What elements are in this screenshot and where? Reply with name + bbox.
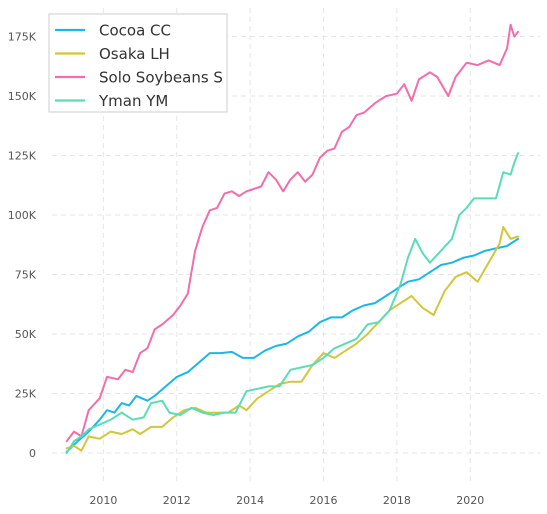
x-tick-label: 2010 [89, 494, 117, 507]
series-line-2 [65, 226, 519, 452]
legend: Cocoa CC Osaka LH Solo Soybeans S Yman YM [48, 13, 228, 113]
x-axis-ticks: 2010 2012 2014 2016 2018 2020 [89, 494, 484, 507]
x-tick-label: 2014 [236, 494, 264, 507]
y-tick-label: 75K [15, 269, 37, 282]
series-line-4 [65, 152, 519, 455]
y-tick-label: 125K [8, 150, 37, 163]
x-tick-label: 2016 [310, 494, 338, 507]
y-tick-label: 50K [15, 328, 37, 341]
series-lines [65, 23, 519, 455]
y-tick-label: 150K [8, 90, 37, 103]
y-tick-label: 25K [15, 388, 37, 401]
legend-label: Osaka LH [99, 45, 170, 63]
y-tick-label: 0 [29, 447, 36, 460]
x-tick-label: 2018 [383, 494, 411, 507]
y-tick-label: 100K [8, 209, 37, 222]
legend-label: Cocoa CC [99, 22, 171, 40]
y-tick-label: 175K [8, 31, 37, 44]
x-tick-label: 2020 [456, 494, 484, 507]
legend-label: Yman YM [98, 92, 168, 110]
series-line-1 [65, 237, 519, 453]
legend-label: Solo Soybeans S [99, 69, 223, 87]
x-tick-label: 2012 [163, 494, 191, 507]
y-axis-ticks: 0 25K 50K 75K 100K 125K 150K 175K [8, 31, 37, 460]
series-line-3 [65, 23, 519, 443]
grid [52, 8, 540, 484]
